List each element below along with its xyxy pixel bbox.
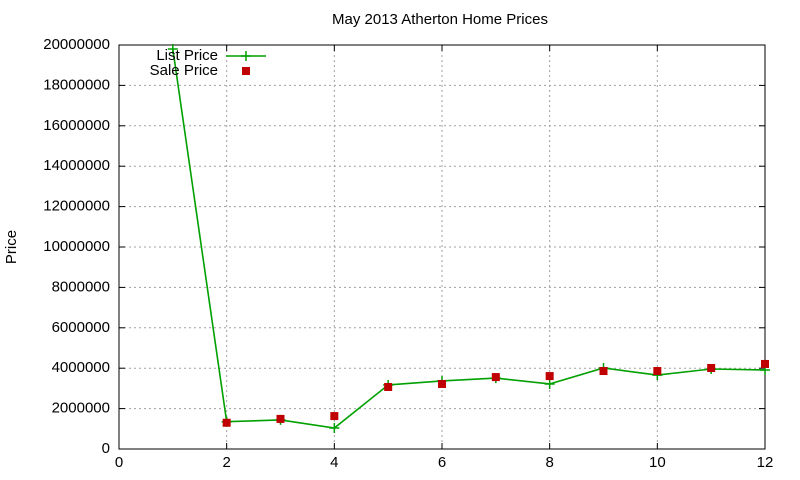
plus-marker xyxy=(329,422,340,433)
chart-title: May 2013 Atherton Home Prices xyxy=(332,11,548,28)
x-tick-label: 4 xyxy=(330,454,338,471)
square-marker xyxy=(242,67,250,75)
y-tick-label: 14000000 xyxy=(43,157,110,174)
square-marker xyxy=(707,363,716,372)
y-tick-label: 20000000 xyxy=(43,36,110,53)
y-axis-label: Price xyxy=(3,230,20,264)
square-marker xyxy=(384,382,393,391)
legend-label: Sale Price xyxy=(150,62,218,79)
plus-marker xyxy=(167,44,178,55)
y-tick-label: 12000000 xyxy=(43,198,110,215)
plus-marker xyxy=(241,51,251,61)
square-marker xyxy=(761,359,769,368)
x-tick-label: 6 xyxy=(438,454,446,471)
square-marker xyxy=(599,367,608,376)
y-tick-label: 6000000 xyxy=(52,319,110,336)
square-marker xyxy=(330,412,339,421)
y-tick-label: 10000000 xyxy=(43,238,110,255)
plot-frame xyxy=(118,44,766,450)
square-marker xyxy=(276,414,285,423)
square-marker xyxy=(438,379,446,388)
y-tick-label: 4000000 xyxy=(52,359,110,376)
x-tick-label: 8 xyxy=(545,454,553,471)
y-tick-label: 8000000 xyxy=(52,278,110,295)
y-tick-label: 0 xyxy=(102,440,110,457)
square-marker xyxy=(222,418,231,427)
x-tick-label: 12 xyxy=(757,454,774,471)
square-marker xyxy=(491,373,500,382)
y-tick-label: 2000000 xyxy=(52,400,110,417)
plus-marker xyxy=(544,378,555,389)
x-tick-label: 10 xyxy=(649,454,666,471)
square-marker xyxy=(545,372,554,381)
y-tick-label: 16000000 xyxy=(43,117,110,134)
x-tick-label: 2 xyxy=(222,454,230,471)
y-tick-label: 18000000 xyxy=(43,76,110,93)
legend-label: List Price xyxy=(156,47,218,64)
series-line xyxy=(172,48,766,429)
x-tick-label: 0 xyxy=(115,454,123,471)
square-marker xyxy=(653,367,662,376)
